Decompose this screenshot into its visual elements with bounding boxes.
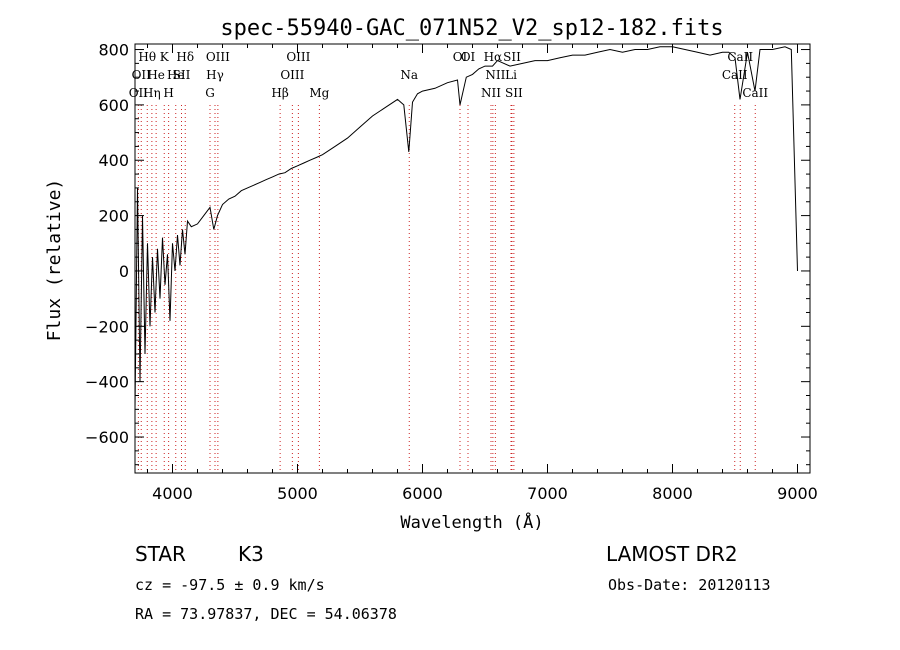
spectral-line-label: NII <box>485 68 505 82</box>
x-tick-label: 8000 <box>652 484 693 503</box>
y-tick-label: 0 <box>119 262 129 281</box>
spectrum-trace <box>134 46 798 410</box>
x-tick-label: 5000 <box>277 484 318 503</box>
y-tick-label: 400 <box>98 151 129 170</box>
spectral-line-label: CaII <box>742 86 768 100</box>
y-tick-label: 200 <box>98 207 129 226</box>
y-tick-label: 600 <box>98 96 129 115</box>
spectral-line-label: He <box>167 68 185 82</box>
spectral-line-label: Hθ <box>138 50 156 64</box>
spectral-line-label: OIII <box>286 50 310 64</box>
object-subclass: K3 <box>238 542 264 566</box>
y-tick-label: −600 <box>85 428 129 447</box>
object-class: STAR <box>135 542 186 566</box>
spectral-line-label: OIII <box>206 50 230 64</box>
x-tick-label: 6000 <box>402 484 443 503</box>
spectral-line-label: K <box>160 50 170 64</box>
plot-frame <box>134 43 811 474</box>
spectral-line-label: CaII <box>722 68 748 82</box>
x-tick-label: 7000 <box>527 484 568 503</box>
spectral-line-label: OI <box>461 50 476 64</box>
x-tick-label: 9000 <box>777 484 818 503</box>
spectral-line-label: Hβ <box>271 86 288 100</box>
spectral-line-label: Hδ <box>176 50 194 64</box>
y-tick-label: −400 <box>85 373 129 392</box>
spectral-line-label: Hη <box>143 86 161 100</box>
plot-area: OIIOIIHθHηHeKHHeSIIHδGHγOIIIHβOIIIOIIIMg… <box>85 41 818 503</box>
coordinates-text: RA = 73.97837, DEC = 54.06378 <box>135 605 397 623</box>
x-axis-label: Wavelength (Å) <box>400 511 543 533</box>
spectral-line-label: Na <box>400 68 418 82</box>
y-axis-label: Flux (relative) <box>44 179 65 342</box>
redshift-text: cz = -97.5 ± 0.9 km/s <box>135 576 325 594</box>
x-tick-label: 4000 <box>152 484 193 503</box>
spectral-line-label: SII <box>173 68 191 82</box>
y-tick-label: 800 <box>98 41 129 60</box>
spectral-line-label: H <box>163 86 173 100</box>
obs-date-text: Obs-Date: 20120113 <box>608 576 771 594</box>
spectral-line-label: OII <box>129 86 149 100</box>
spectral-line-label: OI <box>453 50 468 64</box>
spectral-line-label: OIII <box>280 68 304 82</box>
spectral-line-label: SII <box>505 86 523 100</box>
spectral-line-label: Hγ <box>206 68 224 82</box>
spectral-line-label: Mg <box>309 86 329 100</box>
spectral-line-label: OII <box>132 68 152 82</box>
spectral-line-label: He <box>147 68 165 82</box>
spectral-line-label: G <box>205 86 215 100</box>
y-tick-label: −200 <box>85 317 129 336</box>
spectral-line-label: NII <box>481 86 501 100</box>
spectral-line-label: Li <box>505 68 517 82</box>
chart-title: spec-55940-GAC_071N52_V2_sp12-182.fits <box>220 16 723 41</box>
survey-name: LAMOST DR2 <box>606 542 738 566</box>
spectral-line-label: SII <box>503 50 521 64</box>
